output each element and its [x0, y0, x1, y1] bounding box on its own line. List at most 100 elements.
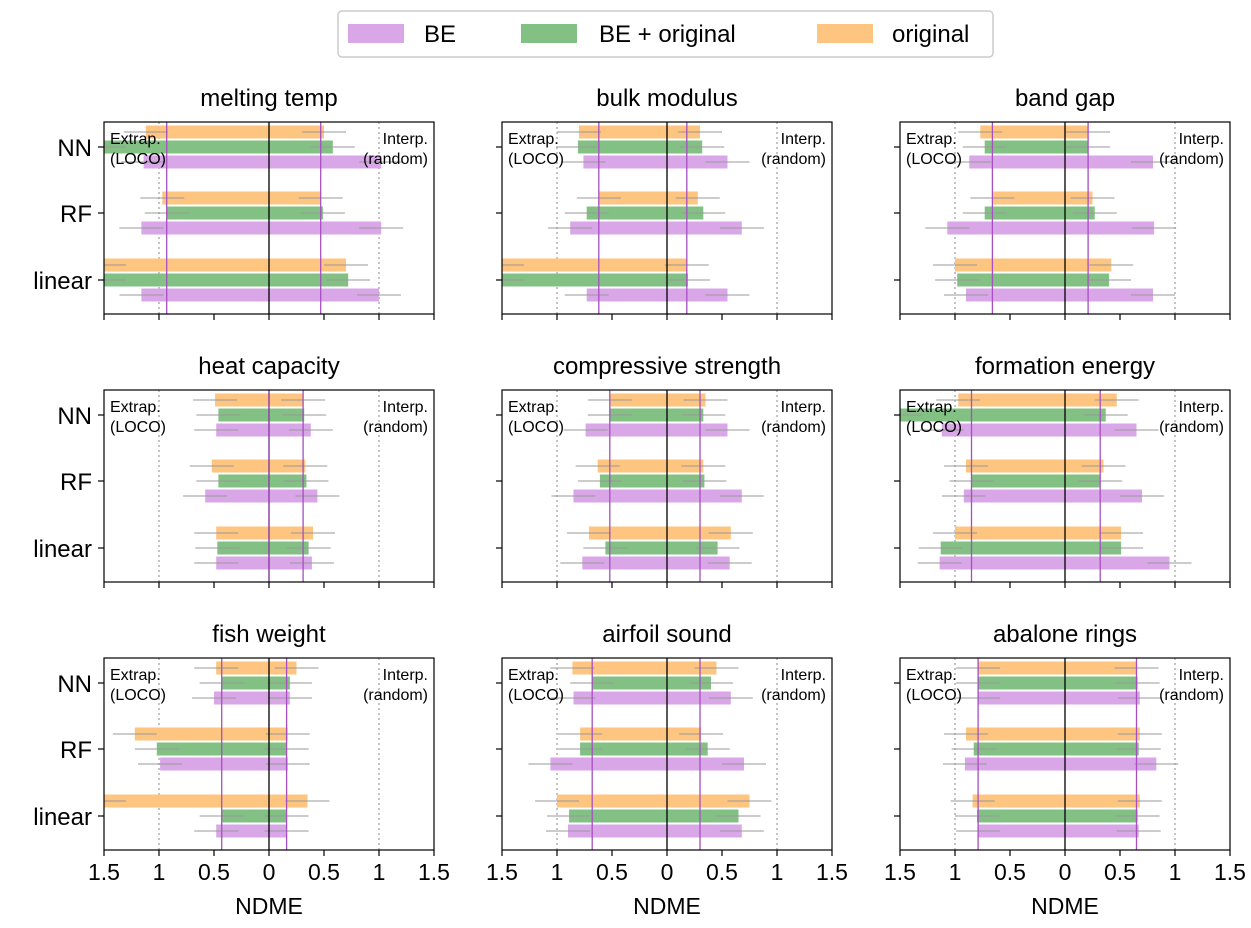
bar-RF-original [992, 191, 1093, 205]
x-tick-label: 1.5 [486, 859, 518, 885]
x-tick-label: 1 [949, 859, 962, 885]
bar-linear-BE-original [217, 541, 309, 555]
x-tick-label: 1.5 [88, 859, 120, 885]
x-tick-label: 1.5 [418, 859, 450, 885]
x-tick-label: 1.5 [884, 859, 916, 885]
plot-area [104, 658, 380, 850]
bar-linear-original [955, 258, 1112, 272]
x-tick-label: 0 [1059, 859, 1072, 885]
plot-area [942, 658, 1179, 850]
bar-NN-original [978, 661, 1137, 675]
bar-NN-original [609, 393, 706, 407]
bar-NN-BE-original [978, 676, 1138, 690]
legend-label-be-original: BE + original [599, 21, 736, 48]
panel-bulk-modulus: bulk modulus Extrap. (LOCO) Interp. (random) [496, 85, 833, 320]
interp-sublabel: (random) [1159, 151, 1224, 168]
model-label-NN: NN [57, 403, 92, 430]
plot-area [900, 390, 1192, 582]
panel-compressive-strength: compressive strength Extrap. (LOCO) Interp.… [496, 353, 833, 588]
bar-linear-BE-original [977, 809, 1138, 823]
x-tick-label: 0.5 [308, 859, 340, 885]
bar-NN-original [216, 661, 297, 675]
bar-NN-BE [216, 423, 311, 437]
bar-RF-original [966, 459, 1104, 473]
interp-label: Interp. [383, 399, 428, 416]
panel-title: bulk modulus [596, 85, 737, 112]
extrap-label: Extrap. [508, 131, 559, 148]
bar-linear-original [104, 258, 346, 272]
bar-NN-original [579, 125, 700, 139]
bar-linear-original [588, 526, 731, 540]
interp-sublabel: (random) [363, 151, 428, 168]
legend-swatch-be [348, 24, 404, 43]
bar-RF-original [162, 191, 321, 205]
bar-linear-BE-original [104, 273, 349, 287]
bar-NN-BE [978, 691, 1140, 705]
bar-NN-original [958, 393, 1117, 407]
bar-NN-BE-original [592, 676, 711, 690]
bar-RF-BE-original [599, 474, 705, 488]
extrap-sublabel: (LOCO) [508, 151, 564, 168]
bar-linear-BE [568, 824, 742, 838]
bar-RF-BE-original [218, 474, 307, 488]
interp-label: Interp. [383, 667, 428, 684]
bar-RF-original [598, 191, 698, 205]
x-tick-label: 0.5 [596, 859, 628, 885]
bar-linear-original [104, 794, 308, 808]
bar-linear-BE-original [221, 809, 287, 823]
plot-area [528, 658, 778, 850]
subplot-grid: melting temp Extrap. (LOCO) Interp. (random)… [33, 85, 1246, 919]
bar-linear-BE [966, 288, 1153, 302]
panel-title: airfoil sound [602, 621, 731, 648]
bar-RF-BE-original [166, 206, 323, 220]
x-tick-label: 1 [551, 859, 564, 885]
bar-linear-original [557, 794, 750, 808]
bar-NN-BE [583, 155, 728, 169]
bar-linear-BE-original [605, 541, 718, 555]
x-tick-label: 0 [263, 859, 276, 885]
bar-NN-BE [143, 155, 382, 169]
interp-label: Interp. [781, 667, 826, 684]
model-label-RF: RF [60, 201, 92, 228]
bar-NN-BE-original [221, 676, 290, 690]
bar-NN-BE [573, 691, 731, 705]
bar-linear-BE-original [957, 273, 1109, 287]
plot-area [551, 390, 778, 582]
panel-title: compressive strength [553, 353, 781, 380]
bar-linear-BE-original [502, 273, 688, 287]
panel-title: fish weight [212, 621, 326, 648]
bar-linear-original [502, 258, 687, 272]
extrap-sublabel: (LOCO) [906, 687, 962, 704]
bar-linear-BE [141, 288, 379, 302]
legend-swatch-be-original [521, 24, 577, 43]
interp-label: Interp. [781, 399, 826, 416]
extrap-sublabel: (LOCO) [508, 687, 564, 704]
interp-label: Interp. [383, 131, 428, 148]
bar-RF-BE-original [973, 742, 1139, 756]
bar-linear-BE [978, 824, 1139, 838]
panel-title: melting temp [200, 85, 337, 112]
x-tick-label: 0.5 [198, 859, 230, 885]
extrap-label: Extrap. [110, 131, 161, 148]
bar-RF-BE [141, 221, 382, 235]
panel-title: formation energy [975, 353, 1155, 380]
extrap-sublabel: (LOCO) [110, 687, 166, 704]
bar-linear-original [216, 526, 313, 540]
interp-sublabel: (random) [363, 687, 428, 704]
bar-RF-BE [570, 221, 742, 235]
x-axis-label: NDME [633, 893, 701, 919]
plot-area [104, 122, 404, 314]
interp-sublabel: (random) [761, 419, 826, 436]
interp-label: Interp. [1179, 667, 1224, 684]
panel-title: band gap [1015, 85, 1115, 112]
bar-NN-BE [969, 155, 1153, 169]
extrap-label: Extrap. [906, 131, 957, 148]
bar-RF-BE-original [984, 206, 1095, 220]
model-label-linear: linear [33, 536, 92, 563]
bar-RF-BE-original [580, 742, 708, 756]
bar-RF-original [966, 727, 1140, 741]
legend-swatch-original [817, 24, 873, 43]
plot-area [502, 122, 778, 314]
model-label-RF: RF [60, 737, 92, 764]
